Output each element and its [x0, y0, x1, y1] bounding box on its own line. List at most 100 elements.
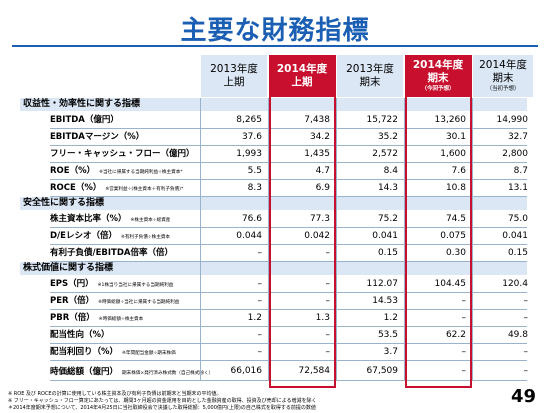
- section-header: 安全性に関する指標: [20, 197, 527, 210]
- table-row: EPS（円） ※1株当り当社に帰属する当期純利益 – – 112.07 104.45 120…: [20, 276, 528, 293]
- row-label-text: 有利子負債/EBITDA倍率（倍）: [50, 248, 173, 258]
- row-divider: [50, 343, 527, 344]
- cell-value: 30.1: [445, 132, 466, 142]
- table-row: ROCE（%） ※営業利益÷(株主資本＋有利子負債)* 8.3 6.9 14.3 10.8…: [20, 180, 528, 197]
- cell-value: 75.2: [377, 214, 398, 224]
- cell-value: 35.2: [377, 132, 398, 142]
- table-row: PBR（倍） ※時価総額÷株主資本 1.2 1.3 1.2 – –: [20, 310, 529, 327]
- row-divider: [50, 360, 527, 361]
- column-header: 2014年度 上期: [269, 55, 335, 97]
- cell-value: 32.7: [507, 132, 528, 142]
- row-divider: [50, 179, 527, 180]
- cell-value: –: [325, 279, 331, 289]
- cell-value: 1.2: [247, 313, 262, 323]
- cell-value: 1,435: [304, 149, 330, 159]
- cell-value: 0.042: [304, 231, 330, 241]
- cell-value: 7.6: [451, 166, 466, 176]
- cell-value: –: [325, 347, 331, 357]
- row-label: PBR（倍） ※時価総額÷株主資本: [50, 310, 143, 327]
- cell-value: 104.45: [434, 279, 467, 289]
- cell-value: 112.07: [366, 279, 399, 289]
- cell-value: –: [461, 313, 467, 323]
- cell-value: 72,584: [298, 366, 331, 376]
- row-label: EPS（円） ※1株当り当社に帰属する当期純利益: [50, 276, 173, 293]
- row-label: PER（倍） ※時価総額÷当社に帰属する当期純利益: [50, 293, 179, 310]
- cell-value: –: [325, 296, 331, 306]
- row-label-note: ※当社に帰属する当期純利益÷株主資本*: [99, 170, 183, 175]
- row-label-text: ROE（%）: [50, 166, 96, 176]
- row-divider: [50, 261, 527, 262]
- cell-value: 37.6: [241, 132, 262, 142]
- cell-value: 0.075: [440, 231, 466, 241]
- cell-value: 1,600: [440, 149, 466, 159]
- cell-value: –: [461, 347, 467, 357]
- cell-value: –: [325, 330, 331, 340]
- row-label-text: PBR（倍）: [50, 313, 95, 323]
- cell-value: 10.8: [445, 183, 466, 193]
- section-header: 収益性・効率性に関する指標: [20, 98, 527, 111]
- cell-value: –: [257, 347, 263, 357]
- cell-value: 7,438: [304, 115, 330, 125]
- table-row: 有利子負債/EBITDA倍率（倍） – – 0.15 0.30 0.15: [20, 245, 528, 262]
- cell-value: 66,016: [230, 366, 263, 376]
- row-label-note: ※年間配当金額÷期末株価: [122, 351, 176, 356]
- cell-value: 0.30: [445, 248, 466, 258]
- row-label-text: D/Eレシオ（倍）: [50, 231, 117, 241]
- column-divider: [336, 98, 337, 381]
- page-title: 主要な財務指標: [180, 16, 370, 46]
- page-number: 49: [510, 386, 536, 407]
- cell-value: 8.4: [383, 166, 398, 176]
- table-row: 配当性向（%） – – 53.5 62.2 49.8: [20, 327, 528, 344]
- row-label-text: PER（倍）: [50, 296, 95, 306]
- row-label: 株主資本比率（%） ※株主資本÷総資産: [50, 211, 170, 228]
- row-label-text: EBITDAマージン（%）: [50, 132, 145, 142]
- column-divider: [200, 98, 201, 381]
- row-label: D/Eレシオ（倍） ※有利子負債÷株主資本: [50, 228, 170, 245]
- cell-value: –: [523, 313, 529, 323]
- highlight-frame: [269, 55, 336, 388]
- table-row: EBITDA（億円） 8,265 7,438 15,722 13,260 14,990: [20, 112, 529, 129]
- cell-value: 53.5: [377, 330, 398, 340]
- title-underline: [12, 45, 538, 47]
- cell-value: 120.4: [502, 279, 528, 289]
- row-divider: [50, 196, 527, 197]
- column-header: 2013年度 上期: [201, 55, 267, 97]
- cell-value: 14,990: [496, 115, 529, 125]
- column-header-year: 2013年度: [210, 63, 258, 75]
- cell-value: 8.7: [513, 166, 528, 176]
- column-header: 2014年度 期末 （当初予想）: [473, 55, 533, 97]
- footnote: ＊2014年度期末予想について、2014年4月25日に当社取締役会で決議した取得…: [8, 405, 316, 411]
- row-label: 有利子負債/EBITDA倍率（倍）: [50, 245, 173, 262]
- cell-value: –: [461, 296, 467, 306]
- cell-value: 0.15: [507, 248, 528, 258]
- row-divider: [50, 227, 527, 228]
- column-header-year: 2014年度: [412, 59, 464, 71]
- row-label-note: ※時価総額÷当社に帰属する当期純利益: [98, 300, 180, 305]
- cell-value: 34.2: [309, 132, 330, 142]
- row-divider: [50, 326, 527, 327]
- row-divider: [50, 292, 527, 293]
- cell-value: –: [257, 296, 263, 306]
- cell-value: 2,572: [372, 149, 398, 159]
- column-header-note: （当初予想）: [486, 86, 520, 92]
- row-label-text: 配当利回り（%）: [50, 347, 119, 357]
- cell-value: 15,722: [366, 115, 399, 125]
- row-divider: [50, 162, 527, 163]
- cell-value: 0.044: [236, 231, 262, 241]
- cell-value: 74.5: [445, 214, 466, 224]
- cell-value: 3.7: [383, 347, 398, 357]
- row-label-text: 株主資本比率（%）: [50, 214, 127, 224]
- cell-value: 1,993: [236, 149, 262, 159]
- footnote: ※ ROE 及び ROCEの計算に使用している株主資本及び有利子負債は前期末と当…: [8, 391, 222, 397]
- row-label-note: ※営業利益÷(株主資本＋有利子負債)*: [105, 187, 184, 192]
- row-divider: [50, 128, 527, 129]
- cell-value: 49.8: [507, 330, 528, 340]
- cell-value: 14.3: [377, 183, 398, 193]
- cell-value: 13.1: [507, 183, 528, 193]
- cell-value: 4.7: [315, 166, 330, 176]
- row-divider: [50, 309, 527, 310]
- row-label: 配当利回り（%） ※年間配当金額÷期末株価: [50, 344, 176, 361]
- cell-value: 1.3: [315, 313, 330, 323]
- cell-value: 5.5: [247, 166, 262, 176]
- row-label-text: 配当性向（%）: [50, 330, 110, 340]
